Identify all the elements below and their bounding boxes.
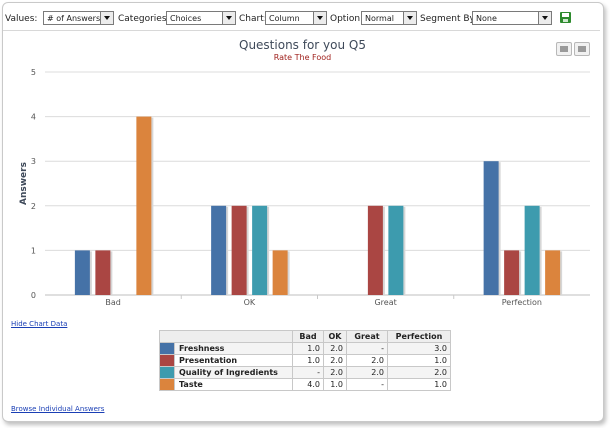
- chevron-down-icon: [313, 12, 326, 24]
- table-cell: 1.0: [387, 378, 451, 391]
- row-label: Taste: [174, 378, 293, 391]
- table-row: Taste 4.0 1.0 - 1.0: [159, 378, 451, 391]
- categories-label: Categories:: [118, 14, 170, 24]
- bar: [524, 205, 540, 295]
- table-cell: 1.0: [323, 378, 347, 391]
- chart-toolbar: Values: # of Answers Categories: Choices…: [5, 11, 595, 27]
- bar: [252, 205, 268, 295]
- table-row: Freshness 1.0 2.0 - 3.0: [159, 342, 451, 355]
- table-header-great: Great: [346, 330, 388, 343]
- table-row: Quality of Ingredients - 2.0 2.0 2.0: [159, 366, 451, 379]
- segment-by-select[interactable]: None: [472, 11, 552, 25]
- bar: [211, 205, 227, 295]
- chart-subtitle: Rate The Food: [273, 53, 332, 62]
- print-icon: [560, 46, 568, 52]
- chevron-down-icon: [222, 12, 235, 24]
- bar: [272, 250, 288, 295]
- y-tick-label: 5: [31, 68, 36, 77]
- chevron-down-icon: [403, 12, 416, 24]
- segment-by-label: Segment By:: [420, 14, 478, 24]
- bar: [545, 250, 561, 295]
- categories-select[interactable]: Choices: [166, 11, 236, 25]
- x-tick-label: OK: [244, 298, 256, 307]
- toolbar-divider: [3, 30, 600, 31]
- chevron-down-icon: [100, 12, 113, 24]
- bar: [136, 116, 152, 295]
- option-select-value: Normal: [365, 14, 394, 23]
- x-tick-label: Great: [374, 298, 396, 307]
- legend-swatch: [159, 354, 175, 367]
- y-tick-label: 4: [31, 113, 36, 122]
- chart-data-table: Bad OK Great Perfection Freshness 1.0 2.…: [159, 330, 451, 391]
- y-tick-label: 0: [31, 291, 36, 300]
- bar: [388, 205, 404, 295]
- table-cell: 1.0: [387, 354, 451, 367]
- table-cell: 1.0: [292, 354, 324, 367]
- legend-swatch: [159, 366, 175, 379]
- bar: [504, 250, 520, 295]
- table-header-row: Bad OK Great Perfection: [159, 330, 451, 343]
- categories-select-value: Choices: [170, 14, 202, 23]
- option-select[interactable]: Normal: [361, 11, 417, 25]
- table-cell: 2.0: [323, 354, 347, 367]
- y-tick-label: 2: [31, 202, 36, 211]
- table-header-perfection: Perfection: [387, 330, 451, 343]
- table-cell: -: [346, 342, 388, 355]
- table-header-ok: OK: [323, 330, 347, 343]
- save-icon[interactable]: [560, 12, 571, 23]
- values-select-value: # of Answers: [47, 14, 101, 23]
- bar: [367, 205, 383, 295]
- table-cell: 1.0: [292, 342, 324, 355]
- table-cell: 2.0: [346, 354, 388, 367]
- table-cell: 2.0: [323, 342, 347, 355]
- download-button[interactable]: [574, 42, 590, 56]
- chart-type-label: Chart:: [239, 14, 267, 24]
- row-label: Presentation: [174, 354, 293, 367]
- column-chart: 0 1 2 3 4 5 Answers Bad OK Great Perfection: [19, 68, 590, 307]
- values-label: Values:: [5, 14, 38, 24]
- download-icon: [578, 46, 586, 52]
- y-tick-label: 3: [31, 157, 36, 166]
- x-tick-label: Bad: [105, 298, 120, 307]
- legend-swatch: [159, 342, 175, 355]
- browse-individual-answers-link[interactable]: Browse Individual Answers: [11, 405, 105, 413]
- chevron-down-icon: [538, 12, 551, 24]
- bar: [483, 161, 499, 295]
- bar: [231, 205, 247, 295]
- table-header-bad: Bad: [292, 330, 324, 343]
- hide-chart-data-link[interactable]: Hide Chart Data: [11, 320, 68, 328]
- table-cell: 2.0: [323, 366, 347, 379]
- bar: [95, 250, 111, 295]
- table-cell: -: [346, 378, 388, 391]
- y-axis-title: Answers: [19, 162, 29, 205]
- row-label: Quality of Ingredients: [174, 366, 293, 379]
- chart-title: Questions for you Q5: [239, 38, 366, 52]
- table-cell: 2.0: [387, 366, 451, 379]
- bar: [74, 250, 90, 295]
- table-header-blank: [159, 330, 293, 343]
- table-cell: 4.0: [292, 378, 324, 391]
- option-label: Option:: [330, 14, 364, 24]
- x-tick-label: Perfection: [502, 298, 542, 307]
- table-cell: -: [292, 366, 324, 379]
- row-label: Freshness: [174, 342, 293, 355]
- y-tick-label: 1: [31, 246, 36, 255]
- segment-by-select-value: None: [476, 14, 497, 23]
- table-cell: 2.0: [346, 366, 388, 379]
- legend-swatch: [159, 378, 175, 391]
- print-button[interactable]: [556, 42, 572, 56]
- table-cell: 3.0: [387, 342, 451, 355]
- values-select[interactable]: # of Answers: [43, 11, 114, 25]
- chart-type-select[interactable]: Column: [265, 11, 327, 25]
- table-row: Presentation 1.0 2.0 2.0 1.0: [159, 354, 451, 367]
- chart-type-select-value: Column: [269, 14, 300, 23]
